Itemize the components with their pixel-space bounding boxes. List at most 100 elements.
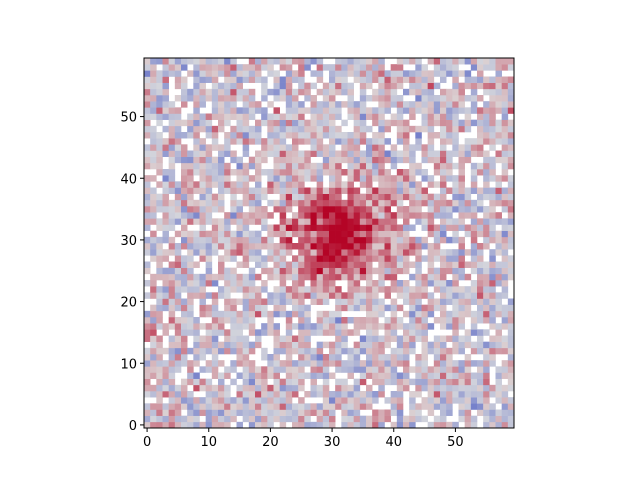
heatmap-cell xyxy=(224,415,231,423)
heatmap-cell xyxy=(292,341,299,349)
heatmap-cell xyxy=(156,243,163,250)
heatmap-cell xyxy=(230,243,237,250)
heatmap-cell xyxy=(440,230,447,238)
heatmap-cell xyxy=(236,261,243,268)
heatmap-cell xyxy=(236,113,243,120)
heatmap-cell xyxy=(433,64,441,71)
heatmap-cell xyxy=(181,199,188,207)
heatmap-cell xyxy=(409,58,416,65)
heatmap-cell xyxy=(255,125,262,133)
heatmap-cell xyxy=(261,255,268,262)
heatmap-cell xyxy=(378,249,385,256)
heatmap-cell xyxy=(335,360,342,367)
heatmap-cell xyxy=(255,310,262,318)
heatmap-cell xyxy=(390,101,398,108)
heatmap-cell xyxy=(372,70,379,77)
heatmap-cell xyxy=(279,403,287,410)
heatmap-cell xyxy=(446,236,453,244)
heatmap-cell xyxy=(489,347,496,355)
heatmap-cell xyxy=(390,347,398,355)
heatmap-cell xyxy=(242,119,250,127)
heatmap-cell xyxy=(150,64,157,71)
heatmap-cell xyxy=(236,125,243,133)
heatmap-cell xyxy=(187,218,194,225)
heatmap-cell xyxy=(279,286,287,293)
heatmap-cell xyxy=(446,347,453,355)
heatmap-cell xyxy=(409,310,416,318)
heatmap-cell xyxy=(205,378,213,386)
heatmap-cell xyxy=(150,255,157,262)
heatmap-cell xyxy=(335,236,342,244)
heatmap-cell xyxy=(150,187,157,194)
heatmap-cell xyxy=(273,335,280,342)
heatmap-cell xyxy=(193,360,200,367)
heatmap-cell xyxy=(255,169,262,176)
heatmap-cell xyxy=(310,193,317,201)
heatmap-cell xyxy=(205,347,213,355)
heatmap-cell xyxy=(273,378,280,386)
heatmap-cell xyxy=(279,261,287,268)
heatmap-cell xyxy=(433,397,441,404)
heatmap-cell xyxy=(421,317,428,324)
heatmap-cell xyxy=(366,125,373,133)
heatmap-cell xyxy=(372,317,379,324)
heatmap-cell xyxy=(211,206,219,213)
heatmap-cell xyxy=(440,335,447,342)
heatmap-cell xyxy=(347,267,354,275)
heatmap-cell xyxy=(174,64,182,71)
heatmap-cell xyxy=(329,187,336,194)
heatmap-cell xyxy=(285,329,293,336)
heatmap-cell xyxy=(304,403,311,410)
heatmap-cell xyxy=(292,298,299,305)
heatmap-cell xyxy=(421,347,428,355)
heatmap-cell xyxy=(285,384,293,392)
heatmap-cell xyxy=(347,243,354,250)
heatmap-cell xyxy=(144,101,151,108)
heatmap-cell xyxy=(458,415,465,423)
heatmap-cell xyxy=(390,76,398,83)
heatmap-cell xyxy=(322,310,330,318)
heatmap-cell xyxy=(242,360,250,367)
heatmap-cell xyxy=(507,415,515,423)
heatmap-cell xyxy=(458,88,465,96)
heatmap-cell xyxy=(218,95,225,102)
heatmap-cell xyxy=(298,249,305,256)
heatmap-cell xyxy=(341,378,348,386)
heatmap-cell xyxy=(415,249,422,256)
heatmap-cell xyxy=(415,384,422,392)
heatmap-cell xyxy=(174,125,182,133)
heatmap-cell xyxy=(507,125,515,133)
heatmap-cell xyxy=(261,421,268,429)
heatmap-cell xyxy=(384,409,391,416)
heatmap-cell xyxy=(396,391,404,398)
heatmap-cell xyxy=(236,391,243,398)
heatmap-cell xyxy=(384,150,391,157)
heatmap-cell xyxy=(489,76,496,83)
heatmap-cell xyxy=(248,391,256,398)
heatmap-cell xyxy=(403,224,410,231)
heatmap-cell xyxy=(446,175,453,182)
heatmap-cell xyxy=(205,169,213,176)
heatmap-cell xyxy=(347,156,354,164)
heatmap-cell xyxy=(224,224,231,231)
heatmap-cell xyxy=(446,169,453,176)
y-tick-label: 30 xyxy=(120,234,137,249)
heatmap-cell xyxy=(341,384,348,392)
heatmap-cell xyxy=(335,230,342,238)
heatmap-cell xyxy=(409,144,416,151)
heatmap-cell xyxy=(390,95,398,102)
heatmap-cell xyxy=(273,354,280,361)
heatmap-cell xyxy=(427,243,435,250)
heatmap-cell xyxy=(224,347,231,355)
heatmap-cell xyxy=(298,107,305,114)
heatmap-cell xyxy=(193,230,200,238)
heatmap-cell xyxy=(390,304,398,312)
heatmap-cell xyxy=(285,119,293,127)
heatmap-cell xyxy=(255,236,262,244)
heatmap-cell xyxy=(298,224,305,231)
heatmap-cell xyxy=(248,88,256,96)
heatmap-cell xyxy=(409,236,416,244)
heatmap-cell xyxy=(316,329,324,336)
heatmap-cell xyxy=(384,397,391,404)
